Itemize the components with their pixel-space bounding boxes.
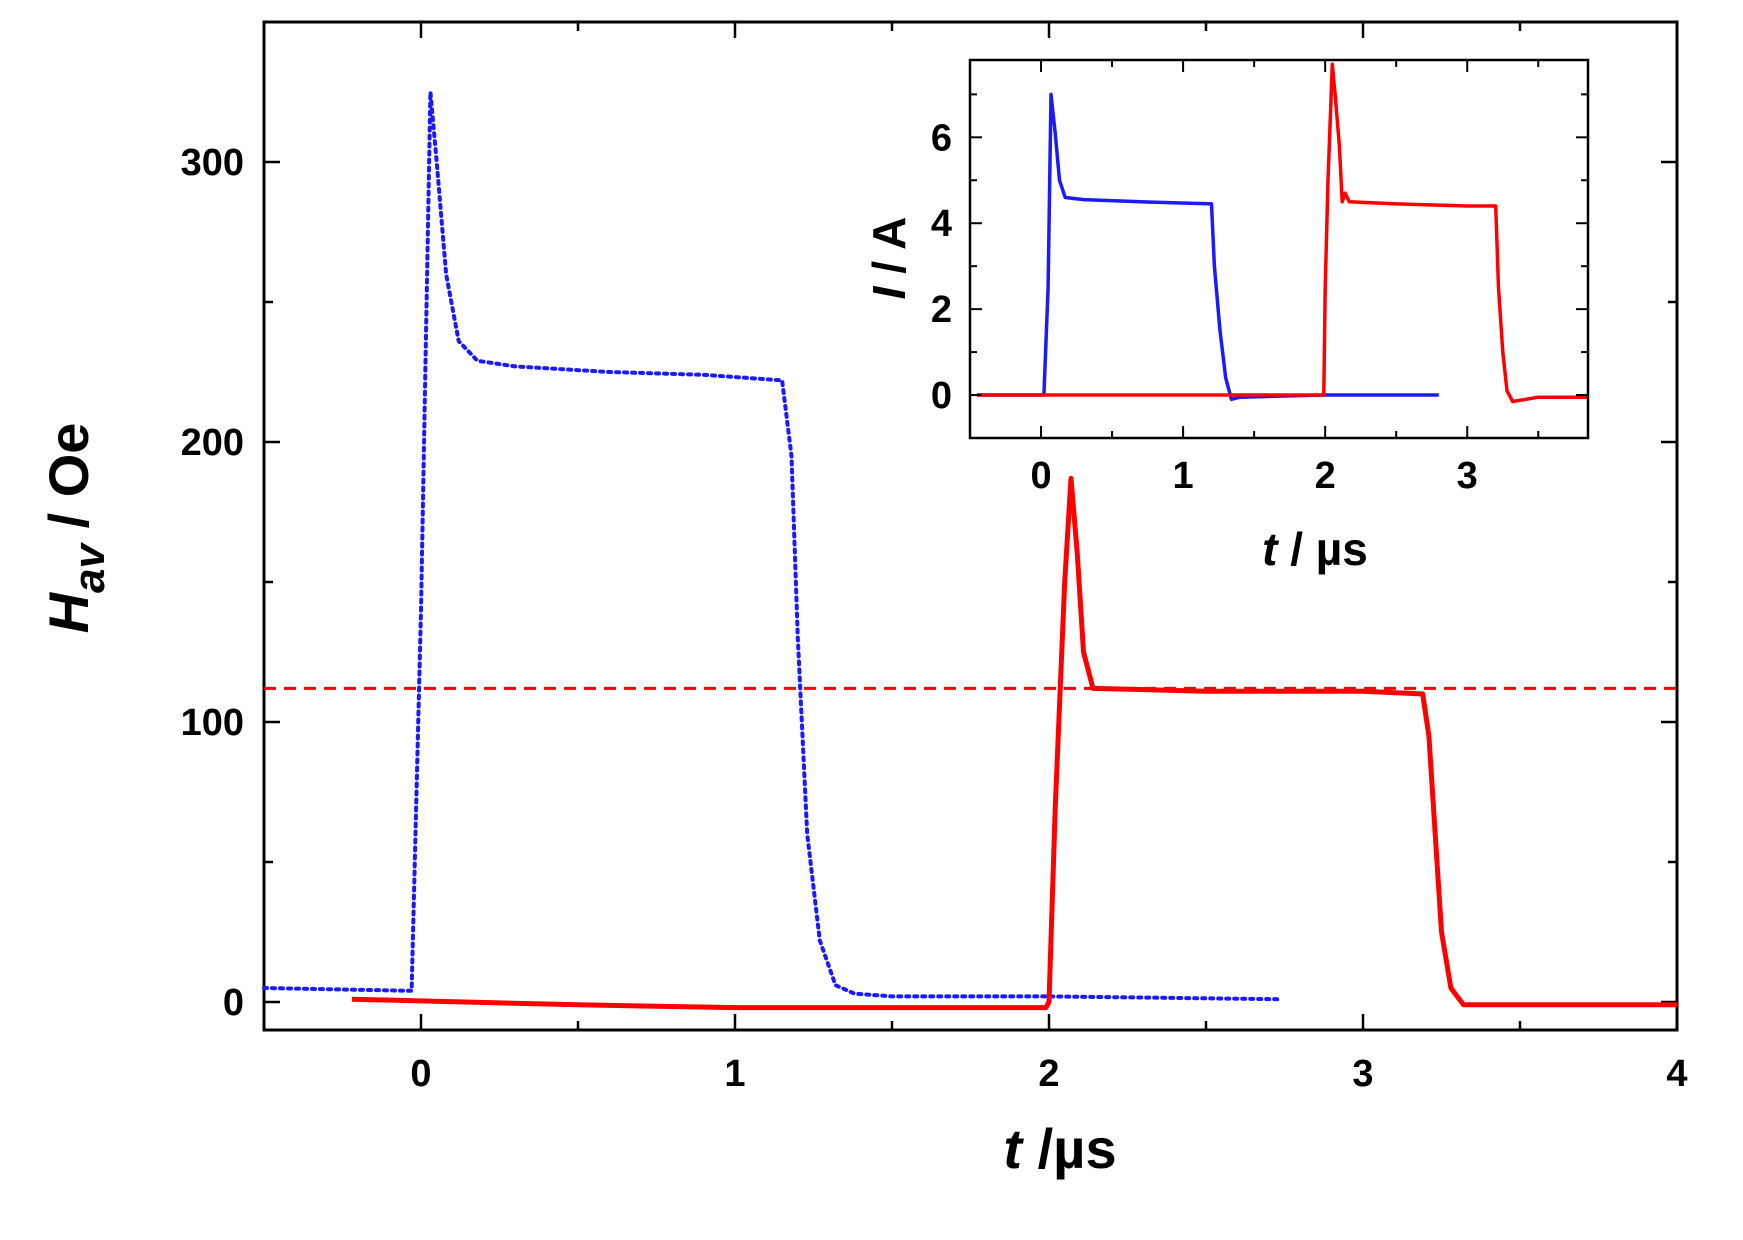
y-tick-label: 300 bbox=[181, 142, 244, 184]
x-tick-label: 0 bbox=[1030, 455, 1051, 497]
inset-plot-frame bbox=[968, 58, 1590, 440]
x-tick-label: 0 bbox=[410, 1053, 431, 1095]
main-series bbox=[262, 90, 1677, 1011]
main-plot-frame bbox=[262, 20, 1679, 1032]
series-line-red-solid bbox=[351, 475, 1677, 1011]
y-tick-label: 0 bbox=[931, 375, 952, 417]
main-ticks bbox=[262, 20, 1679, 1030]
x-tick-label: 3 bbox=[1352, 1053, 1373, 1095]
inset-ytick-labels: 0 2 4 6 bbox=[931, 117, 952, 417]
main-x-axis-title: t /µs bbox=[1003, 1117, 1116, 1180]
inset-x-axis-title: t / µs bbox=[1262, 523, 1368, 575]
main-xtick-labels: 0 1 2 3 4 bbox=[410, 1053, 1687, 1095]
inset-y-axis-title: I / A bbox=[863, 217, 915, 300]
y-tick-label: 4 bbox=[931, 203, 952, 245]
main-ytick-labels: 0 100 200 300 bbox=[181, 142, 244, 1024]
inset-xtick-labels: 0 1 2 3 bbox=[1030, 455, 1477, 497]
inset-plot-background bbox=[970, 60, 1588, 438]
x-tick-label: 2 bbox=[1315, 455, 1336, 497]
y-tick-label: 6 bbox=[931, 117, 952, 159]
series-line-blue-dotted-solid bbox=[977, 92, 1439, 402]
x-tick-label: 3 bbox=[1457, 455, 1478, 497]
x-tick-label: 2 bbox=[1038, 1053, 1059, 1095]
x-tick-label: 4 bbox=[1666, 1053, 1687, 1095]
y-tick-label: 0 bbox=[223, 982, 244, 1024]
inset-series bbox=[977, 62, 1588, 404]
y-tick-label: 200 bbox=[181, 422, 244, 464]
inset-ticks bbox=[969, 60, 1588, 438]
series-line-red-solid bbox=[977, 62, 1588, 404]
y-tick-label: 100 bbox=[181, 702, 244, 744]
main-y-axis-title: Hav / Oe bbox=[37, 423, 114, 634]
x-tick-label: 1 bbox=[724, 1053, 745, 1095]
series-line-blue-dotted bbox=[262, 90, 1281, 1002]
x-tick-label: 1 bbox=[1173, 455, 1194, 497]
inset-plot: 0 1 2 3 0 2 4 6 t / µs I / A bbox=[863, 58, 1590, 575]
y-tick-label: 2 bbox=[931, 289, 952, 331]
